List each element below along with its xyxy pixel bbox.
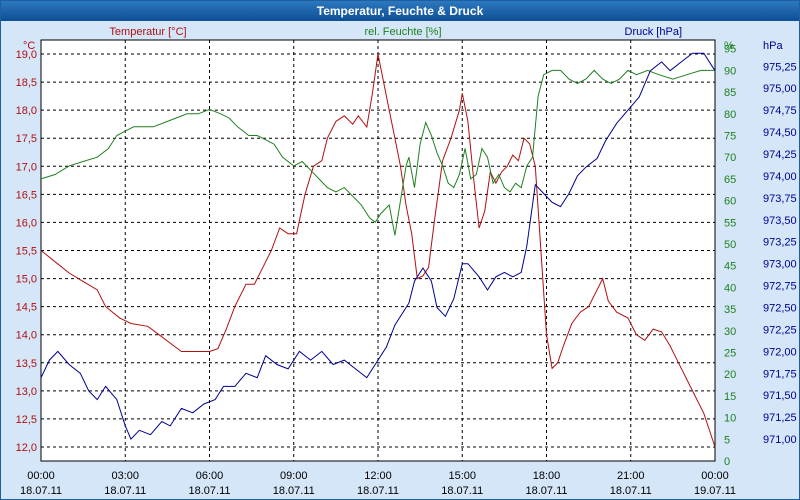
temp-unit: °C: [23, 40, 35, 52]
humidity-tick-label: 55: [724, 217, 736, 229]
pressure-axis-title: Druck [hPa]: [625, 26, 682, 38]
x-tick-time: 00:00: [27, 470, 55, 482]
temp-tick-label: 14,5: [16, 302, 37, 314]
humidity-tick-label: 60: [724, 196, 736, 208]
pressure-tick-label: 973,50: [763, 215, 797, 227]
x-tick-date: 18.07.11: [273, 485, 315, 497]
pressure-tick-label: 971,25: [763, 412, 797, 424]
temp-tick-label: 18,0: [16, 105, 37, 117]
series-layer: [40, 52, 716, 448]
pressure-tick-label: 974,00: [763, 171, 797, 183]
temp-tick-label: 15,5: [16, 246, 37, 258]
chart-title: Temperatur, Feuchte & Druck: [1, 1, 799, 21]
humidity-tick-label: 70: [724, 152, 736, 164]
humidity-tick-label: 85: [724, 87, 736, 99]
temp-tick-label: 13,5: [16, 358, 37, 370]
x-tick-time: 15:00: [448, 470, 476, 482]
humidity-tick-label: 50: [724, 239, 736, 251]
humidity-tick-label: 75: [724, 130, 736, 142]
pressure-tick-label: 971,50: [763, 390, 797, 402]
temp-tick-label: 16,0: [16, 217, 37, 229]
humidity-tick-label: 45: [724, 261, 736, 273]
humidity-unit: %: [724, 40, 734, 52]
x-tick-time: 03:00: [111, 470, 139, 482]
temp-tick-label: 12,0: [16, 442, 37, 454]
humidity-tick-label: 10: [724, 413, 736, 425]
x-tick-time: 06:00: [196, 470, 224, 482]
pressure-tick-label: 972,50: [763, 303, 797, 315]
temp-tick-label: 19,0: [16, 49, 37, 61]
pressure-tick-label: 972,00: [763, 346, 797, 358]
x-tick-date: 18.07.11: [188, 485, 230, 497]
humidity-tick-label: 20: [724, 369, 736, 381]
temp-tick-label: 12,5: [16, 414, 37, 426]
x-tick-time: 00:00: [701, 470, 729, 482]
humidity-tick-label: 35: [724, 304, 736, 316]
x-tick-time: 09:00: [280, 470, 308, 482]
x-tick-date: 19.07.11: [694, 485, 736, 497]
temp-tick-label: 14,0: [16, 330, 37, 342]
humidity-tick-label: 80: [724, 109, 736, 121]
x-tick-time: 18:00: [533, 470, 561, 482]
temp-tick-label: 17,5: [16, 133, 37, 145]
humidity-tick-label: 5: [724, 434, 730, 446]
pressure-unit: hPa: [763, 40, 783, 52]
humidity-tick-label: 40: [724, 282, 736, 294]
axis-labels: 00:00 18.07.11 03:00 18.07.11 06:00 18.07.11 0…: [16, 26, 797, 497]
pressure-tick-label: 973,75: [763, 193, 797, 205]
x-tick-date: 18.07.11: [610, 485, 652, 497]
x-tick-date: 18.07.11: [441, 485, 483, 497]
humidity-tick-label: 30: [724, 326, 736, 338]
pressure-tick-label: 971,75: [763, 368, 797, 380]
pressure-tick-label: 975,25: [763, 61, 797, 73]
pressure-tick-label: 973,25: [763, 237, 797, 249]
x-tick-date: 18.07.11: [357, 485, 399, 497]
humidity-tick-label: 25: [724, 347, 736, 359]
x-tick-date: 18.07.11: [20, 485, 62, 497]
pressure-tick-label: 975,00: [763, 83, 797, 95]
x-tick-time: 21:00: [617, 470, 645, 482]
series-line-humidity: [40, 69, 715, 236]
temp-axis-title: Temperatur [°C]: [109, 26, 186, 38]
pressure-tick-label: 974,50: [763, 127, 797, 139]
x-tick-date: 18.07.11: [104, 485, 146, 497]
pressure-tick-label: 972,75: [763, 281, 797, 293]
pressure-tick-label: 973,00: [763, 259, 797, 271]
pressure-tick-label: 972,25: [763, 324, 797, 336]
x-tick-time: 12:00: [364, 470, 392, 482]
temp-tick-label: 17,0: [16, 161, 37, 173]
temp-tick-label: 16,5: [16, 189, 37, 201]
humidity-tick-label: 0: [724, 456, 730, 468]
pressure-tick-label: 971,00: [763, 434, 797, 446]
humidity-tick-label: 15: [724, 391, 736, 403]
temp-tick-label: 13,0: [16, 386, 37, 398]
x-tick-date: 18.07.11: [525, 485, 567, 497]
humidity-tick-label: 95: [724, 44, 736, 56]
humidity-tick-label: 90: [724, 65, 736, 77]
humidity-axis-title: rel. Feuchte [%]: [364, 26, 441, 38]
humidity-tick-label: 65: [724, 174, 736, 186]
pressure-tick-label: 974,25: [763, 149, 797, 161]
temp-tick-label: 18,5: [16, 77, 37, 89]
pressure-tick-label: 974,75: [763, 105, 797, 117]
temp-tick-label: 15,0: [16, 274, 37, 286]
series-line-pressure: [40, 52, 716, 440]
